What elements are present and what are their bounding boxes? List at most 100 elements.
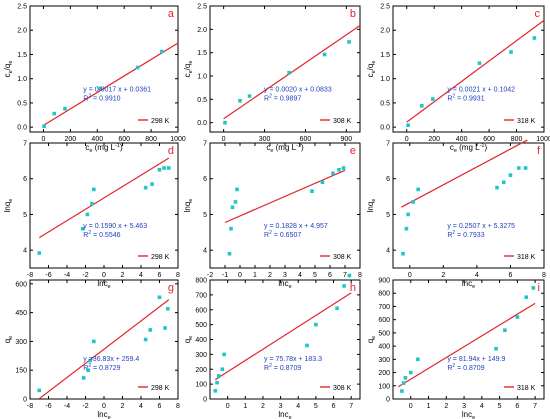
panel-d: -8 -6 -4 -2 0 2 4 6 8 4 5 6 7 y = 0.1590 x + 5.463R2 … [3, 141, 180, 291]
panel-b-x-tick-label: 600 [300, 136, 312, 143]
panel-e-data-point [310, 189, 314, 194]
panel-a-y-tick-label: 1.5 [17, 52, 27, 59]
panel-c-data-point [532, 36, 537, 40]
panel-h-r-squared: R2 = 0.8709 [264, 363, 301, 372]
panel-b-legend-label: 308 K [333, 118, 352, 125]
panel-d-x-tick-label: -8 [27, 272, 33, 279]
panel-a-data-point [42, 124, 46, 128]
panel-g-data-point [163, 326, 167, 330]
panel-d-r-squared-value: = 0.5546 [91, 232, 120, 239]
panel-e-y-axis-title-main: lnq [183, 202, 192, 213]
panel-a-y-axis-title-main-2: /q [3, 64, 12, 71]
panel-b-x-axis-title-close: ) [301, 143, 304, 152]
panel-g-y-axis-title-subscript: e [8, 336, 14, 339]
panel-e-x-tick-label: 7 [343, 272, 347, 279]
panel-g-x-axis-title-main: lnc [97, 410, 107, 419]
panel-a-x-axis-title: ce (mg L-1) [85, 143, 123, 154]
panel-h-data-point [342, 284, 346, 288]
panel-b-y-tick-label: 2.0 [197, 27, 207, 34]
panel-g-data-point [166, 306, 170, 311]
panel-h-fit-line [214, 292, 352, 381]
panel-a-x-axis-title-exponent: -1 [115, 143, 120, 149]
panel-i-y-axis-title-subscript: e [371, 336, 377, 339]
panel-c-x-tick-label: 0 [405, 136, 409, 143]
panel-e-y-axis-title-subscript: e [188, 199, 194, 202]
panel-f-x-tick-label: 0 [408, 272, 412, 279]
panel-b-r-squared-exponent: 2 [269, 94, 272, 100]
panel-d-x-tick-label: 0 [102, 272, 106, 279]
panel-i-data-point [416, 357, 420, 362]
panel-i-y-axis-title: qe [366, 336, 377, 344]
panel-h-x-tick-label: 5 [314, 403, 318, 410]
panel-e-y-tick-label: 7 [203, 141, 207, 148]
panel-h-y-tick-label: 800 [195, 278, 207, 285]
panel-e-r-squared-value: = 0.6507 [272, 232, 301, 239]
panel-i-y-tick-label: 900 [378, 278, 390, 285]
panel-e-x-tick-label: 1 [253, 272, 257, 279]
panel-b-r-squared-symbol: R [264, 96, 269, 103]
panel-d-fit-line [38, 157, 170, 239]
panel-e-x-axis-title: lnce [278, 279, 291, 290]
panel-g-x-tick-label: 4 [139, 403, 143, 410]
panel-b-data-point [287, 70, 291, 75]
panel-h-data-point [305, 343, 309, 348]
panel-f-x-tick-label: 8 [542, 272, 546, 279]
panel-c: 0 200 400 600 800 1000 0.0 0.5 1.0 1.5 2.0 2.5 y = 0… [366, 4, 550, 155]
panel-i-legend-label: 318 K [517, 385, 536, 392]
panel-g-x-tick-label: -4 [64, 403, 70, 410]
panel-h-x-tick-label: 4 [296, 403, 300, 410]
panel-c-y-axis-title-main-2: /q [366, 64, 375, 71]
panel-b-y-axis-title-main-2: /q [183, 64, 192, 71]
panel-a-data-point [160, 49, 164, 54]
panel-a-x-tick-label: 1000 [170, 136, 186, 143]
panel-g-data-point [86, 368, 91, 373]
panel-f-data-point [416, 187, 420, 192]
panel-h-x-tick-label: 3 [279, 403, 283, 410]
panel-h-y-tick-label: 100 [195, 382, 207, 389]
panel-c-data-point [431, 97, 435, 101]
panel-c-y-tick-label: 0.5 [380, 100, 390, 107]
panel-g-x-tick-label: 6 [158, 403, 162, 410]
panel-e-x-tick-label: 5 [313, 272, 317, 279]
panel-c-x-axis-title: ce (mg L-1) [450, 143, 488, 154]
panel-g-data-point [143, 337, 148, 342]
panel-d-x-axis-title-subscript: e [108, 284, 111, 290]
panel-e-letter: e [350, 145, 356, 157]
panel-h: 0 1 2 3 4 5 6 7 0 100 200 300 400 500 600 700 800 y = 75.… [183, 273, 361, 419]
panel-d-data-point [80, 226, 85, 231]
panel-e-x-tick-label: 6 [328, 272, 332, 279]
panel-b-data-point [238, 98, 242, 103]
panel-i-y-tick-label: 200 [378, 370, 390, 377]
panel-g-data-point [37, 388, 42, 393]
panel-a-r-squared: R2 = 0.9910 [83, 94, 120, 103]
panel-b-y-axis-title: ce/qe [183, 61, 194, 78]
panel-f-y-tick-label: 6 [386, 176, 390, 183]
panel-i-data-point [408, 370, 413, 375]
panel-a-y-tick-label: 2.0 [17, 28, 27, 35]
panel-f-data-point [508, 173, 513, 177]
panel-g-y-tick-label: 0 [23, 397, 27, 404]
panel-i-y-tick-label: 300 [378, 357, 390, 364]
panel-g-r-squared: R2 = 0.8729 [83, 363, 120, 372]
panel-i-y-axis-title-main: q [366, 339, 375, 343]
panel-e-y-tick-label: 5 [203, 212, 207, 219]
panel-e-y-tick-label: 6 [203, 176, 207, 183]
panel-g-r-squared-symbol: R [83, 365, 88, 372]
panel-c-y-axis-title-subscript: e [371, 70, 377, 73]
panel-d-data-point [85, 212, 90, 217]
panel-b-x-tick-label: 900 [341, 136, 353, 143]
panel-f-data-point [406, 212, 410, 217]
panel-b-y-axis-title-subscript-2: e [188, 61, 194, 64]
panel-e: -2 -1 0 1 2 3 4 5 6 7 8 4 5 6 7 y = 0.1828 x + 4.957R2 … [183, 141, 362, 291]
panel-i-x-tick-label: 6 [515, 403, 519, 410]
panel-f-legend-label: 318 K [517, 254, 536, 261]
panel-a-y-tick-label: 0.0 [17, 125, 27, 132]
panel-g-x-tick-label: 8 [176, 403, 180, 410]
panel-i-y-tick-label: 700 [378, 304, 390, 311]
panel-b-y-axis-title-subscript: e [188, 70, 194, 73]
panel-a-y-axis-title-main: c [3, 73, 12, 77]
panel-f-x-axis-title-main: lnc [462, 279, 472, 288]
panel-c-x-tick-label: 1000 [536, 136, 550, 143]
panel-b-r-squared: R2 = 0.9897 [264, 94, 301, 103]
panel-b: 0 300 600 900 0.0 0.5 1.0 1.5 2.0 2.5 y = 0.0020 x… [183, 4, 361, 154]
